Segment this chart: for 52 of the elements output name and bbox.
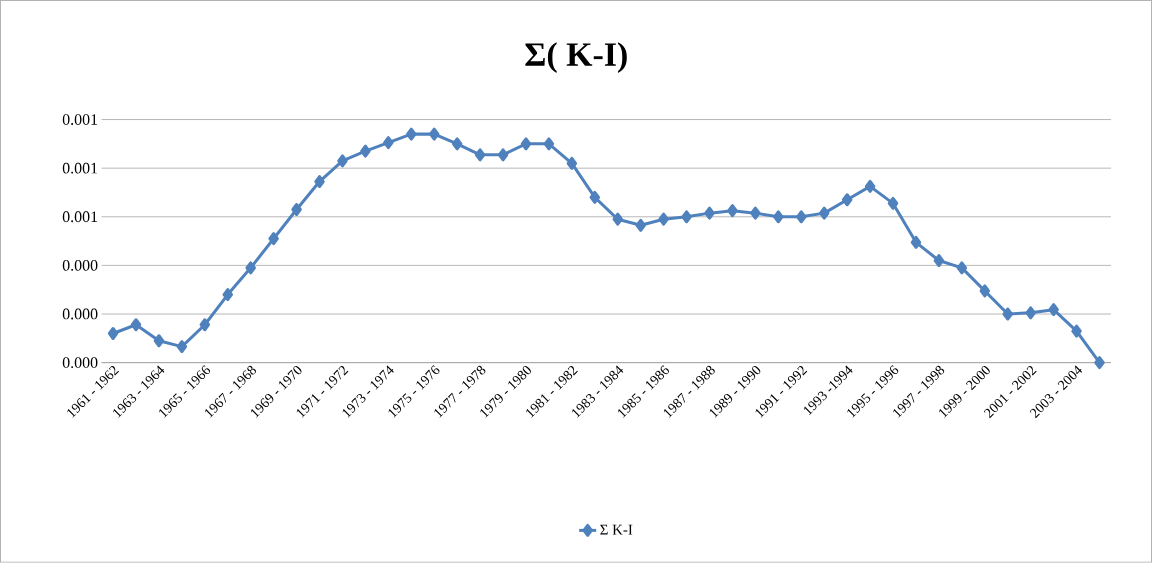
point — [337, 154, 348, 168]
chart-title: Σ( K-I) — [525, 42, 627, 74]
point — [1002, 307, 1013, 321]
point — [153, 334, 165, 348]
point — [1048, 303, 1059, 317]
point — [291, 203, 302, 217]
point — [727, 204, 738, 218]
point — [750, 206, 761, 220]
point — [910, 235, 922, 249]
point — [520, 137, 532, 151]
point — [222, 288, 234, 302]
y-tick-label: 0.000 — [62, 260, 98, 271]
point — [1094, 356, 1105, 370]
point — [681, 210, 692, 224]
point — [497, 148, 509, 162]
point — [474, 148, 486, 162]
point — [406, 127, 417, 141]
point — [864, 180, 876, 194]
point — [612, 212, 623, 226]
point — [589, 190, 601, 204]
y-tick-label: 0.000 — [62, 308, 98, 320]
y-tick-label: 0.001 — [62, 162, 98, 174]
point — [1071, 324, 1082, 338]
point — [818, 206, 830, 220]
point — [451, 137, 463, 151]
point — [635, 218, 646, 232]
point — [773, 210, 784, 224]
point — [887, 197, 899, 211]
point — [566, 156, 578, 170]
y-tick-label: 0.000 — [62, 357, 98, 369]
point — [796, 210, 807, 224]
point — [979, 284, 991, 298]
point — [107, 327, 119, 341]
y-tick-label: 0.001 — [62, 114, 98, 126]
point — [245, 261, 256, 275]
point — [383, 136, 394, 150]
legend-label: Σ K-I — [600, 524, 633, 535]
point — [314, 175, 325, 189]
point — [841, 193, 853, 207]
y-tick-label: 0.001 — [62, 211, 98, 223]
point — [543, 137, 555, 151]
point — [933, 254, 945, 268]
point — [176, 340, 188, 354]
point — [199, 318, 211, 332]
point — [956, 261, 968, 275]
point — [360, 144, 371, 158]
point — [1025, 306, 1036, 320]
point — [130, 318, 142, 332]
point — [704, 206, 715, 220]
point — [658, 212, 669, 226]
point — [428, 127, 440, 141]
point — [268, 232, 279, 246]
